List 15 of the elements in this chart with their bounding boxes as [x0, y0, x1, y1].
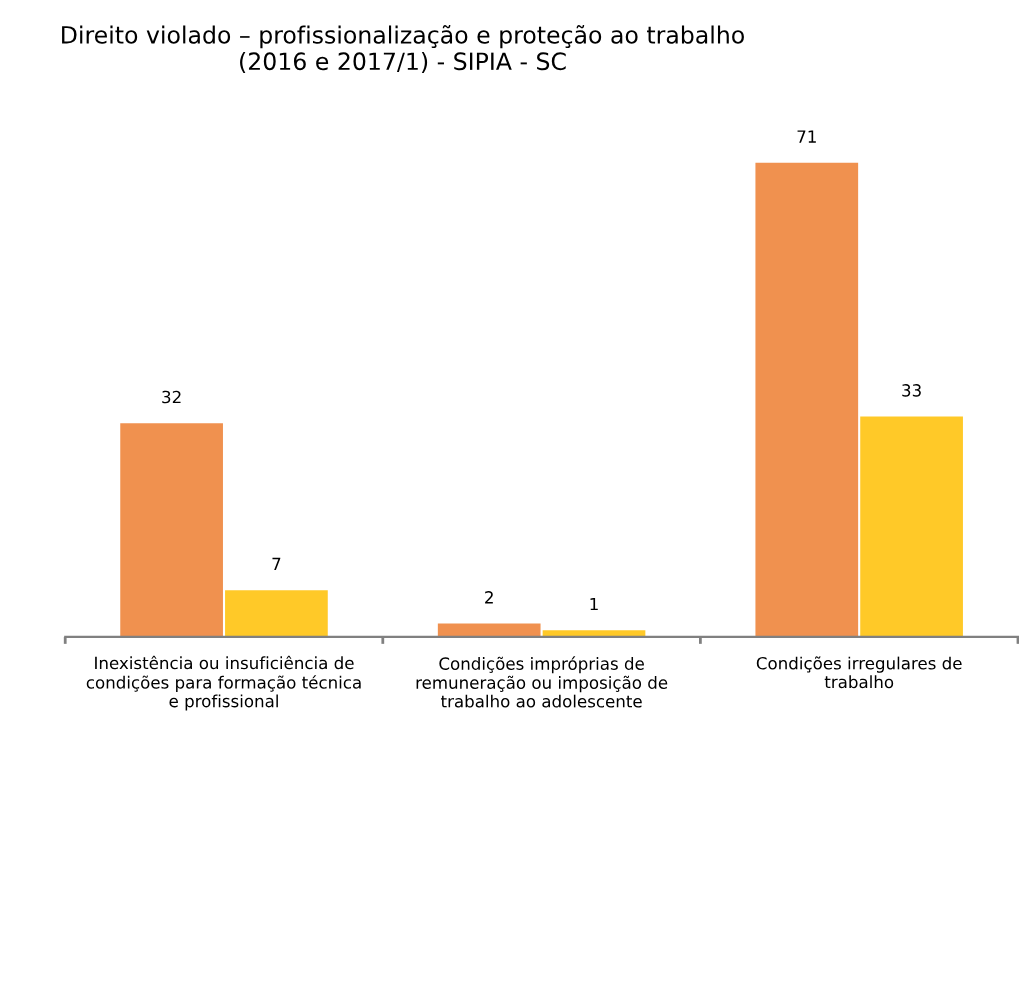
- data-label: 71: [797, 130, 816, 143]
- data-label: 33: [902, 384, 921, 397]
- x-tick-label: Condições impróprias de remuneração ou imposição de trabalho ao adolescente: [416, 656, 668, 708]
- data-label: 2: [485, 591, 493, 604]
- x-tick-label: Condições irregulares de trabalho: [756, 656, 962, 689]
- bar: [755, 162, 859, 637]
- bar: [437, 623, 541, 637]
- bar: [225, 590, 328, 637]
- data-label: 32: [162, 390, 181, 404]
- bar: [860, 416, 963, 637]
- chart-title: Direito violado – profissionalização e proteção ao trabalho (2016 e 2017/1) - SIPIA - SC: [62, 25, 744, 73]
- x-tick-label: Inexistência ou insuficiência de condições para formação técnica e profissional: [86, 655, 361, 711]
- data-label: 1: [590, 597, 598, 611]
- bar: [120, 423, 223, 637]
- data-label: 7: [272, 557, 281, 571]
